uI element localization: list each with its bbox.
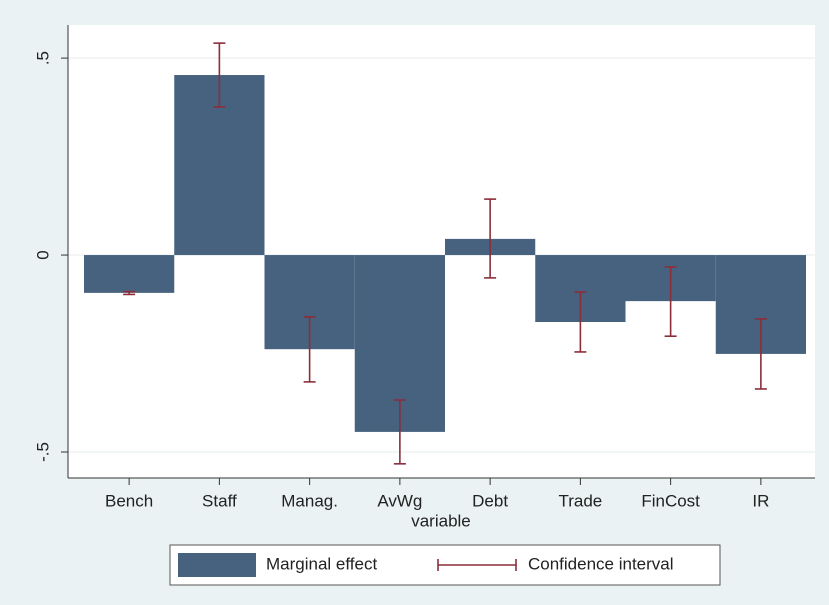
x-tick-label: IR xyxy=(752,491,769,510)
x-tick-label: Debt xyxy=(472,491,508,510)
bar xyxy=(84,255,175,293)
x-tick-label: Manag. xyxy=(281,491,338,510)
legend xyxy=(169,544,721,586)
legend-swatch xyxy=(178,553,256,577)
y-tick-label: 0 xyxy=(33,250,52,259)
y-tick-label: -.5 xyxy=(33,442,52,462)
x-tick-label: Trade xyxy=(558,491,602,510)
x-tick-label: AvWg xyxy=(377,491,422,510)
x-tick-label: Staff xyxy=(202,491,237,510)
x-axis-label: variable xyxy=(411,511,471,530)
legend-label: Confidence interval xyxy=(528,554,674,573)
y-tick-label: .5 xyxy=(33,51,52,65)
x-tick-label: Bench xyxy=(105,491,153,510)
legend-label: Marginal effect xyxy=(266,554,377,573)
x-tick-label: FinCost xyxy=(641,491,700,510)
